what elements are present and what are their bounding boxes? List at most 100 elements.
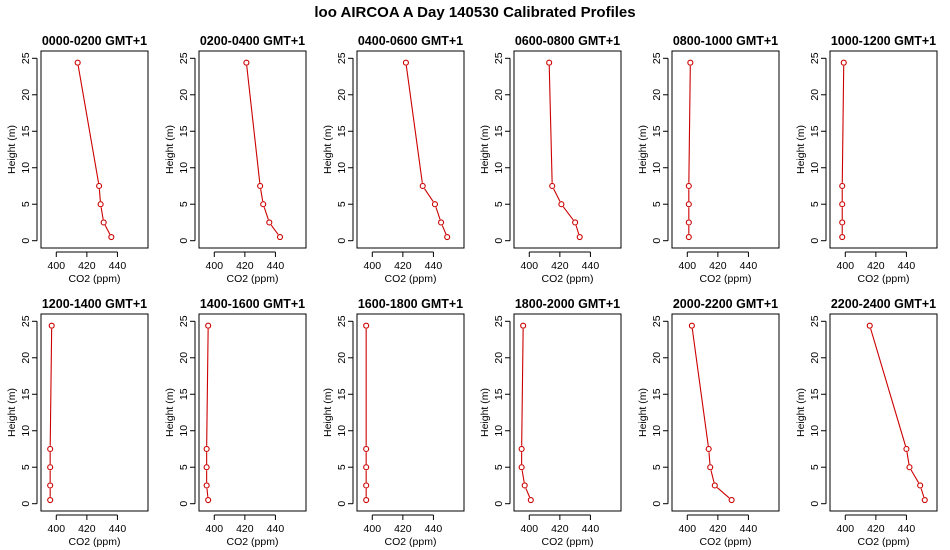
y-tick-label: 5: [178, 464, 190, 470]
y-tick-label: 15: [178, 388, 190, 400]
x-tick-label: 400: [521, 523, 539, 535]
y-tick-label: 15: [651, 388, 663, 400]
data-point: [243, 59, 250, 66]
y-axis-label: Height (m): [479, 388, 491, 437]
data-point: [866, 322, 873, 329]
y-tick-label: 25: [178, 52, 190, 64]
x-tick-label: 440: [740, 260, 758, 272]
x-tick-label: 420: [394, 260, 412, 272]
x-axis-label: CO2 (ppm): [700, 536, 752, 548]
data-point: [685, 201, 692, 208]
y-tick-label: 0: [336, 501, 348, 507]
data-point: [728, 497, 735, 504]
y-tick-label: 10: [651, 425, 663, 437]
y-tick-label: 0: [809, 238, 821, 244]
y-tick-label: 5: [178, 201, 190, 207]
data-point: [276, 234, 284, 241]
y-tick-label: 0: [493, 501, 505, 507]
plot-frame: [356, 313, 465, 512]
y-tick-label: 5: [809, 464, 821, 470]
y-tick-label: 25: [336, 315, 348, 327]
x-axis-label: CO2 (ppm): [385, 536, 437, 548]
x-tick-label: 420: [78, 523, 96, 535]
y-tick-label: 5: [20, 201, 32, 207]
figure-title: loo AIRCOA A Day 140530 Calibrated Profi…: [314, 4, 635, 21]
y-tick-label: 5: [20, 464, 32, 470]
y-axis-label: Height (m): [6, 388, 18, 437]
data-point: [203, 464, 210, 471]
y-tick-label: 0: [493, 238, 505, 244]
y-axis-label: Height (m): [795, 125, 807, 174]
y-tick-label: 25: [493, 315, 505, 327]
y-tick-label: 5: [651, 464, 663, 470]
x-tick-label: 420: [709, 523, 727, 535]
x-tick-label: 400: [364, 523, 382, 535]
plot-frame: [198, 50, 307, 249]
x-tick-label: 420: [236, 523, 254, 535]
x-tick-label: 440: [109, 260, 127, 272]
y-tick-label: 15: [20, 125, 32, 137]
y-tick-label: 20: [809, 352, 821, 364]
y-tick-label: 5: [336, 201, 348, 207]
y-tick-label: 15: [651, 125, 663, 137]
series-segment: [405, 65, 423, 183]
y-tick-label: 20: [20, 89, 32, 101]
y-tick-label: 10: [651, 162, 663, 174]
series-segment: [910, 469, 920, 483]
y-tick-label: 15: [20, 388, 32, 400]
y-tick-label: 0: [651, 238, 663, 244]
plot-frame: [356, 50, 465, 249]
y-tick-label: 0: [809, 501, 821, 507]
x-tick-label: 420: [78, 260, 96, 272]
x-axis-label: CO2 (ppm): [385, 273, 437, 285]
data-point: [518, 464, 525, 471]
x-tick-label: 400: [679, 523, 697, 535]
panel-title: 1600-1800 GMT+1: [358, 297, 463, 311]
data-point: [549, 182, 556, 190]
data-point: [438, 219, 445, 226]
data-point: [47, 482, 54, 489]
series-segment: [435, 207, 441, 220]
series-segment: [206, 328, 209, 446]
data-point: [520, 322, 527, 329]
data-point: [108, 234, 115, 241]
data-point: [839, 201, 846, 208]
data-point: [205, 322, 212, 329]
x-tick-label: 400: [48, 523, 66, 535]
x-axis-label: CO2 (ppm): [858, 273, 910, 285]
data-point: [546, 59, 553, 66]
y-tick-label: 25: [651, 315, 663, 327]
data-point: [431, 201, 439, 208]
y-tick-label: 20: [809, 89, 821, 101]
y-tick-label: 0: [651, 501, 663, 507]
series-segment: [708, 452, 711, 465]
x-tick-label: 400: [679, 260, 697, 272]
y-tick-label: 25: [809, 315, 821, 327]
y-tick-label: 10: [336, 162, 348, 174]
x-tick-label: 400: [206, 523, 224, 535]
data-point: [203, 482, 210, 489]
y-axis-label: Height (m): [637, 125, 649, 174]
x-tick-label: 400: [48, 260, 66, 272]
data-point: [705, 445, 712, 453]
panel-title: 1000-1200 GMT+1: [831, 34, 936, 48]
y-tick-label: 15: [809, 125, 821, 137]
series-segment: [906, 452, 910, 465]
x-axis-label: CO2 (ppm): [69, 536, 121, 548]
y-tick-label: 0: [336, 238, 348, 244]
y-tick-label: 20: [651, 89, 663, 101]
data-point: [48, 322, 55, 329]
plot-frame: [513, 50, 622, 249]
plot-frame: [671, 313, 780, 512]
y-tick-label: 0: [178, 501, 190, 507]
x-axis-label: CO2 (ppm): [227, 536, 279, 548]
data-point: [363, 322, 370, 329]
y-tick-label: 10: [178, 425, 190, 437]
y-tick-label: 20: [493, 89, 505, 101]
series-segment: [98, 189, 101, 202]
